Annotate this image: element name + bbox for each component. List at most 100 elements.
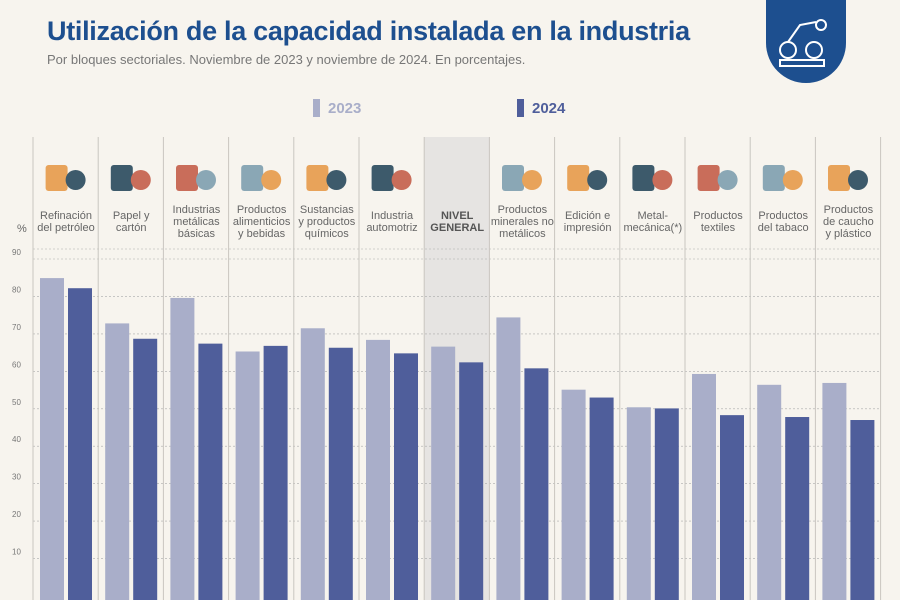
category-label-line: Refinación [40, 210, 92, 222]
legend-2023: 2023 [313, 99, 361, 117]
bar-2023-9 [626, 407, 651, 600]
category-label-line: metálicas [173, 216, 220, 228]
category-label-line: y productos [298, 216, 356, 228]
bar-2023-8 [561, 389, 586, 600]
category-label-line: Productos [236, 204, 287, 216]
category-label-line: básicas [177, 228, 216, 240]
bar-2024-1 [133, 338, 158, 600]
category-label-line: metálicos [499, 228, 546, 240]
category-label-line: Edición e [564, 210, 611, 222]
gears-icon [632, 165, 673, 191]
minerals-cart-icon [502, 165, 542, 191]
y-tick-label: 60 [12, 360, 21, 369]
bar-2024-11 [785, 417, 810, 600]
category-label-line: Productos [497, 204, 548, 216]
y-tick-label: 90 [12, 248, 21, 257]
bar-2023-4 [300, 328, 325, 600]
category-label-line: GENERAL [430, 222, 485, 234]
category-label: Productos minerales no metálicos [489, 204, 555, 240]
category-label-line: mecánica(*) [623, 222, 683, 234]
legend-label-2023: 2023 [328, 99, 362, 117]
category-label: Metal-mecánica(*) [620, 210, 686, 234]
category-label: Edición e impresión [555, 210, 621, 234]
category-label-line: Productos [823, 204, 874, 216]
bar-2024-0 [68, 288, 92, 600]
category-label-line: impresión [563, 222, 612, 234]
bar-2023-7 [496, 317, 521, 600]
bar-2023-5 [366, 339, 390, 600]
y-tick-label: 40 [12, 435, 21, 444]
category-label-line: automotriz [366, 222, 418, 234]
category-label: Sustancias y productos químicos [294, 204, 360, 240]
textile-spools-icon [697, 165, 738, 191]
bar-2024-12 [850, 420, 875, 600]
category-label-line: NIVEL [440, 210, 474, 222]
category-label: Industria automotriz [359, 210, 425, 234]
paper-box-icon [110, 165, 151, 191]
bar-2024-3 [263, 345, 288, 600]
category-label-line: y bebidas [238, 228, 286, 240]
category-label-line: Sustancias [299, 204, 354, 216]
y-tick-label: 50 [12, 398, 21, 407]
y-tick-label: 70 [12, 323, 21, 332]
bar-2023-6 [431, 346, 456, 600]
y-tick-label: 20 [12, 510, 21, 519]
category-label-line: Productos [758, 210, 808, 222]
category-label: Productos alimenticios y bebidas [229, 204, 295, 240]
category-label-line: Papel y [112, 210, 150, 222]
legend-2024: 2024 [517, 99, 565, 117]
category-label: Industrias metálicas básicas [163, 204, 229, 240]
bar-2024-4 [328, 347, 353, 600]
bar-2023-10 [692, 373, 716, 600]
category-label-line: Industria [370, 210, 414, 222]
category-label: Papel y cartón [98, 210, 164, 234]
chart-subtitle: Por bloques sectoriales. Noviembre de 20… [47, 52, 526, 67]
food-bottle-bread-icon [241, 165, 282, 191]
category-label-line: Industrias [172, 204, 221, 216]
printing-rolls-icon [567, 165, 608, 191]
category-label-line: cartón [115, 222, 147, 234]
tire-icon [828, 165, 868, 191]
category-label-line: de caucho [823, 216, 874, 228]
y-tick-label: 80 [12, 285, 21, 294]
bar-2024-8 [589, 397, 614, 600]
chemical-flask-icon [306, 165, 347, 191]
bar-2024-5 [394, 353, 418, 600]
category-label: Productos del tabaco [750, 210, 816, 234]
bar-2024-10 [720, 415, 744, 600]
bar-2023-2 [170, 297, 195, 600]
category-label: Productos de caucho y plástico [815, 204, 881, 240]
bar-2024-7 [524, 368, 549, 600]
category-label: Refinación del petróleo [33, 210, 99, 234]
bar-2024-9 [654, 408, 679, 600]
category-label-line: Productos [693, 210, 743, 222]
bar-2023-3 [235, 351, 260, 600]
category-label-line: Metal- [637, 210, 669, 222]
legend-label-2024: 2024 [532, 99, 566, 117]
category-label-line: textiles [700, 222, 736, 234]
category-label: NIVEL GENERAL [424, 210, 490, 234]
metal-grinder-icon [176, 165, 216, 191]
y-tick-label: 30 [12, 473, 21, 482]
category-label-line: alimenticios [232, 216, 291, 228]
category-label-line: químicos [304, 228, 349, 240]
bar-2023-1 [105, 323, 130, 600]
car-icon [371, 165, 412, 191]
industry-logo-icon [766, 0, 846, 83]
bar-2024-6 [459, 362, 484, 600]
category-label-line: y plástico [825, 228, 872, 240]
y-axis-label: % [17, 223, 27, 235]
tobacco-pipe-icon [762, 165, 803, 191]
bar-2023-0 [40, 278, 64, 600]
category-label-line: del petróleo [37, 222, 95, 234]
bar-2023-12 [822, 382, 847, 600]
bar-2023-11 [757, 384, 782, 600]
chart-title: Utilización de la capacidad instalada en… [47, 16, 690, 46]
category-label-line: minerales no [490, 216, 554, 228]
category-label: Productos textiles [685, 210, 751, 234]
oil-refinery-icon [45, 165, 86, 191]
y-tick-label: 10 [12, 548, 21, 557]
category-label-line: del tabaco [757, 222, 809, 234]
bar-2024-2 [198, 343, 223, 600]
